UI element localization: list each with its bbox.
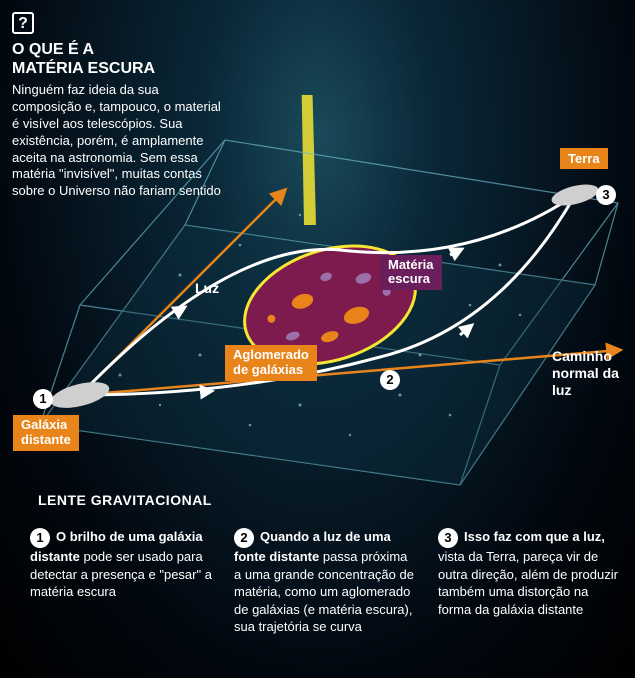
step-2-num: 2 <box>234 528 254 548</box>
step-2: 2Quando a luz de uma fonte distante pass… <box>234 528 416 636</box>
label-terra: Terra <box>560 148 608 169</box>
marker-3: 3 <box>596 185 616 205</box>
step-3-lead: Isso faz com que a luz, <box>464 529 605 544</box>
step-3-rest: vista da Terra, pareça vir de outra dire… <box>438 549 618 617</box>
label-caminho-normal: Caminho normal da luz <box>552 348 627 398</box>
question-icon: ? <box>12 12 34 34</box>
step-1-num: 1 <box>30 528 50 548</box>
marker-1: 1 <box>33 389 53 409</box>
label-aglomerado: Aglomeradode galáxias <box>225 345 317 381</box>
marker-2: 2 <box>380 370 400 390</box>
steps: 1O brilho de uma galáxia distante pode s… <box>30 528 620 636</box>
title: O QUE É A MATÉRIA ESCURA <box>12 40 212 78</box>
title-line2: MATÉRIA ESCURA <box>12 60 155 77</box>
label-materia-escura: Matériaescura <box>380 255 442 290</box>
label-galaxia-distante: Galáxiadistante <box>13 415 79 451</box>
label-luz: Luz <box>195 280 219 296</box>
step-1: 1O brilho de uma galáxia distante pode s… <box>30 528 212 636</box>
yellow-beam <box>300 95 316 225</box>
diagram <box>0 95 635 495</box>
step-3-num: 3 <box>438 528 458 548</box>
step-3: 3 Isso faz com que a luz, vista da Terra,… <box>438 528 620 636</box>
title-line1: O QUE É A <box>12 41 94 58</box>
section-title: LENTE GRAVITACIONAL <box>38 492 212 508</box>
